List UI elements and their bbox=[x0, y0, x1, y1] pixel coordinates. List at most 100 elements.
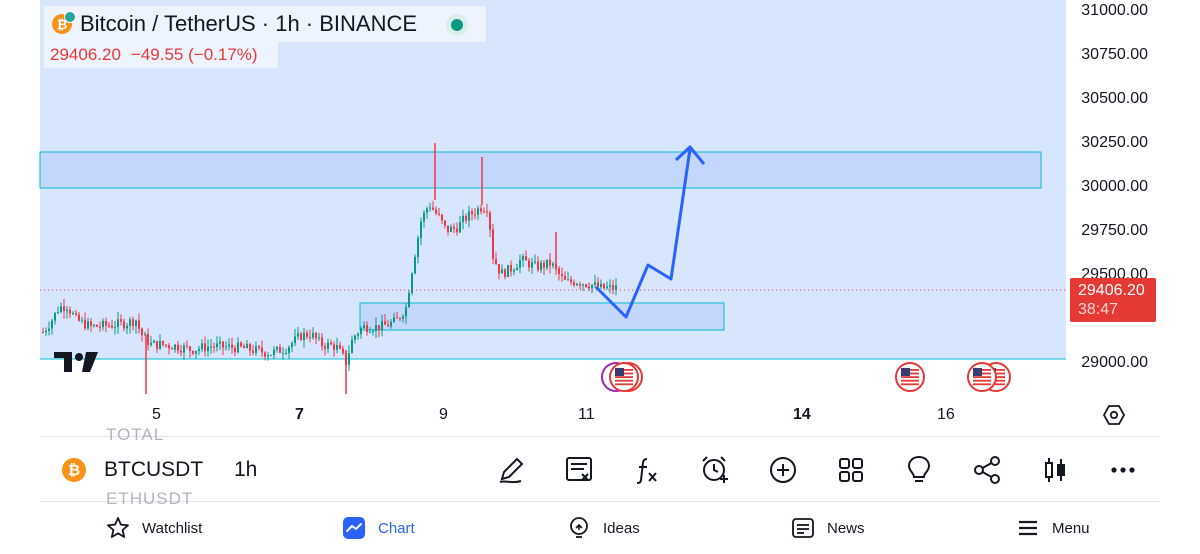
candle-body bbox=[231, 344, 233, 348]
layouts-icon[interactable] bbox=[834, 453, 868, 487]
candle-body bbox=[357, 334, 359, 336]
candle-body bbox=[291, 343, 293, 348]
candle-body bbox=[288, 347, 290, 353]
symbol-legend[interactable]: ₿ Bitcoin / TetherUS · 1h · BINANCE bbox=[44, 6, 486, 42]
candles-icon[interactable] bbox=[1038, 453, 1072, 487]
interval-selector[interactable]: 1h bbox=[234, 458, 258, 481]
time-axis-label: 14 bbox=[793, 406, 811, 423]
candle-body bbox=[249, 344, 251, 351]
candle-body bbox=[402, 316, 404, 319]
candle-body bbox=[381, 321, 383, 331]
candle-body bbox=[111, 325, 113, 328]
candle-body bbox=[414, 256, 416, 274]
next-symbol[interactable]: ETHUSDT bbox=[106, 489, 194, 508]
us-event-flag-icon-part bbox=[615, 368, 624, 376]
candle-body bbox=[168, 345, 170, 349]
price-axis-label: 30000.00 bbox=[1081, 178, 1148, 195]
candle-body bbox=[453, 226, 455, 229]
candle-body bbox=[162, 340, 164, 345]
candle-body bbox=[270, 354, 272, 356]
candle-body bbox=[501, 269, 503, 274]
nav-news-label: News bbox=[827, 519, 865, 537]
time-axis-label: 5 bbox=[152, 406, 161, 423]
candle-body bbox=[105, 320, 107, 326]
nav-news[interactable]: News bbox=[791, 516, 865, 540]
candle-body bbox=[396, 317, 398, 319]
candle-body bbox=[474, 214, 476, 216]
candle-body bbox=[450, 226, 452, 232]
candle-body bbox=[363, 325, 365, 329]
candle-body bbox=[486, 211, 488, 213]
candle-body bbox=[135, 320, 137, 327]
add-icon[interactable] bbox=[766, 453, 800, 487]
candle-body bbox=[84, 319, 86, 329]
candle-body bbox=[549, 259, 551, 266]
candle-body bbox=[279, 346, 281, 353]
candle-countdown: 38:47 bbox=[1078, 301, 1119, 318]
chart-toolbar: TOTAL ETHUSDT ₿ BTCUSDT 1h bbox=[40, 425, 1160, 508]
candle-body bbox=[99, 326, 101, 328]
market-open-status-icon[interactable] bbox=[446, 14, 468, 36]
symbol-selector[interactable]: BTCUSDT bbox=[104, 458, 204, 481]
object-tree-icon[interactable] bbox=[562, 453, 596, 487]
candle-body bbox=[582, 284, 584, 286]
alert-icon[interactable] bbox=[698, 453, 732, 487]
candle-body bbox=[258, 346, 260, 348]
chart-settings-icon[interactable] bbox=[1102, 403, 1126, 427]
candle-body bbox=[177, 344, 179, 351]
candle-body bbox=[171, 348, 173, 350]
candle-body bbox=[318, 337, 320, 339]
time-axis-label: 16 bbox=[937, 406, 955, 423]
candle-body bbox=[225, 346, 227, 348]
nav-chart[interactable]: Chart bbox=[342, 516, 415, 540]
candle-body bbox=[237, 342, 239, 353]
share-icon[interactable] bbox=[970, 453, 1004, 487]
candle-body bbox=[63, 306, 65, 312]
candle-body bbox=[432, 207, 434, 210]
candle-body bbox=[69, 309, 71, 314]
candle-body bbox=[603, 283, 605, 289]
candle-body bbox=[384, 321, 386, 325]
us-event-flag-icon[interactable] bbox=[895, 362, 925, 392]
us-event-flag-icon[interactable] bbox=[967, 362, 997, 392]
us-event-flag-icon[interactable] bbox=[609, 362, 639, 392]
candle-body bbox=[213, 346, 215, 348]
candle-body bbox=[297, 333, 299, 337]
chart-area[interactable]: ₿ Bitcoin / TetherUS · 1h · BINANCE 2940… bbox=[0, 0, 1200, 430]
tradingview-logo-icon bbox=[54, 352, 98, 372]
current-price-label: 29406.20 38:47 bbox=[1070, 278, 1156, 322]
drawing-pen-icon[interactable] bbox=[494, 453, 528, 487]
candle-body bbox=[393, 317, 395, 322]
candle-body bbox=[285, 352, 287, 354]
candle-body bbox=[123, 321, 125, 329]
candle-body bbox=[192, 350, 194, 354]
candle-body bbox=[108, 325, 110, 327]
candle-body bbox=[204, 343, 206, 352]
nav-menu-label: Menu bbox=[1052, 519, 1090, 537]
candle-body bbox=[528, 260, 530, 268]
candle-body bbox=[150, 342, 152, 345]
candle-body bbox=[579, 283, 581, 286]
candle-body bbox=[282, 352, 284, 354]
candle-body bbox=[57, 311, 59, 313]
candle-body bbox=[408, 292, 410, 308]
candle-body bbox=[594, 282, 596, 285]
nav-menu[interactable]: Menu bbox=[1016, 516, 1090, 540]
candle-body bbox=[255, 346, 257, 353]
candle-body bbox=[78, 314, 80, 321]
candle-body bbox=[561, 274, 563, 276]
more-icon[interactable] bbox=[1106, 453, 1140, 487]
candle-body bbox=[429, 207, 431, 209]
price-change: −49.55 (−0.17%) bbox=[130, 45, 258, 64]
candle-body bbox=[333, 344, 335, 350]
previous-symbol[interactable]: TOTAL bbox=[106, 425, 165, 444]
nav-watchlist[interactable]: Watchlist bbox=[106, 516, 202, 540]
indicators-icon[interactable] bbox=[630, 453, 664, 487]
candle-body bbox=[54, 312, 56, 321]
price-chart[interactable] bbox=[0, 0, 1200, 430]
nav-ideas[interactable]: Ideas bbox=[567, 516, 640, 540]
candle-body bbox=[144, 333, 146, 336]
candle-body bbox=[387, 324, 389, 327]
ideas-bulb-icon[interactable] bbox=[902, 453, 936, 487]
candle-body bbox=[216, 343, 218, 348]
